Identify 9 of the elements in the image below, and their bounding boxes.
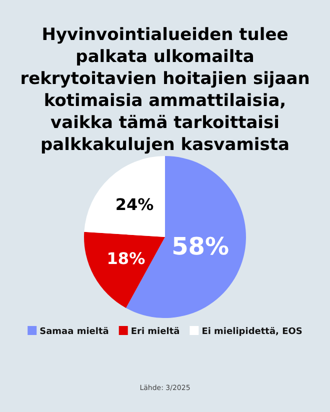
pie-slice: [84, 232, 165, 308]
legend-label: Samaa mieltä: [40, 327, 109, 338]
chart-title: Hyvinvointialueiden tulee palkata ulkomailta rekrytoitavien hoitajien sijaan kotimaisia ammattilaisia, vaikka tämä tarkoittaisi palkkakulujen kasvamista: [20, 25, 310, 155]
data-label: 58%: [172, 232, 230, 260]
legend-label: Ei mielipidettä, EOS: [202, 327, 302, 338]
data-label: 18%: [106, 249, 146, 268]
legend-label: Eri mieltä: [130, 327, 180, 338]
pie-slice: [84, 156, 165, 237]
data-label: 24%: [115, 195, 154, 214]
